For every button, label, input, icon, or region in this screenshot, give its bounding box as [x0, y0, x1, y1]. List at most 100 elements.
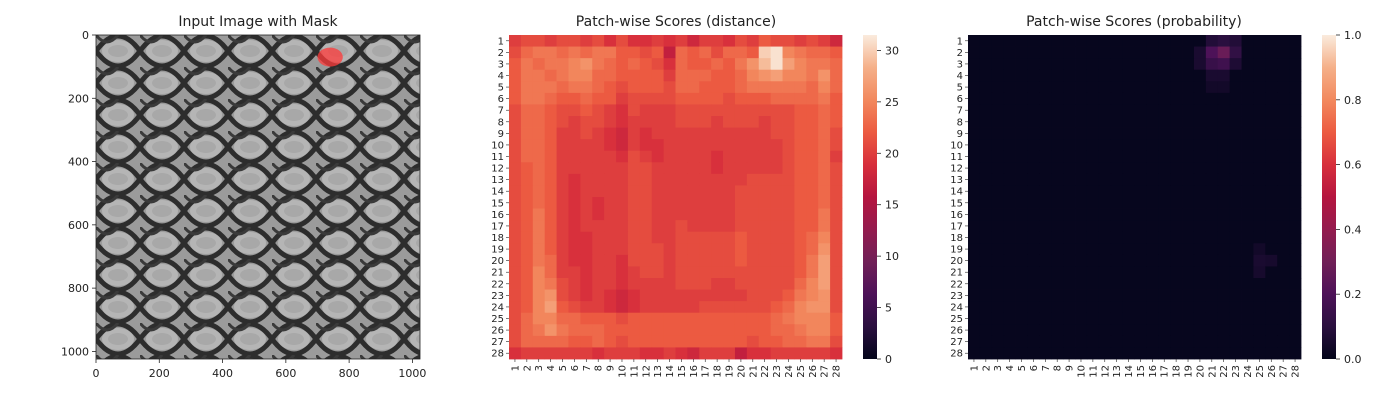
heatmap-cell: [1205, 324, 1219, 337]
heatmap-cell: [592, 289, 605, 302]
heatmap-cell: [616, 208, 629, 221]
heatmap-cell: [580, 92, 593, 105]
heatmap-cell: [639, 150, 653, 163]
heatmap-cell: [663, 116, 676, 128]
heatmap-cell: [1289, 289, 1302, 302]
heatmap-cell: [699, 139, 712, 152]
heatmap-cell: [1289, 150, 1302, 163]
heatmap-cell: [1241, 197, 1254, 209]
heatmap-cell: [1182, 324, 1195, 337]
row-tick-label: 21: [950, 268, 963, 279]
heatmap-cell: [1146, 231, 1159, 244]
heatmap-cell: [1265, 335, 1278, 348]
heatmap-cell: [1039, 46, 1052, 59]
heatmap-cell: [1289, 173, 1302, 186]
heatmap-cell: [782, 312, 795, 325]
heatmap-cell: [592, 335, 605, 348]
heatmap-cell: [746, 301, 760, 314]
heatmap-cell: [556, 301, 569, 314]
heatmap-cell: [711, 46, 724, 59]
heatmap-cell: [806, 185, 819, 198]
heatmap-cell: [711, 220, 724, 233]
heatmap-cell: [1229, 301, 1242, 314]
heatmap-cell: [1158, 335, 1171, 348]
heatmap-cell: [770, 185, 783, 198]
heatmap-cell: [1110, 35, 1124, 47]
heatmap-cell: [520, 162, 534, 175]
heatmap-cell: [592, 312, 605, 325]
heatmap-cell: [568, 278, 581, 290]
heatmap-cell: [746, 231, 760, 244]
heatmap-cell: [1086, 289, 1100, 302]
col-tick-label: 25: [796, 365, 807, 378]
heatmap-cell: [991, 35, 1005, 47]
heatmap-cell: [794, 312, 807, 325]
heatmap-cell: [746, 173, 760, 186]
heatmap-cell: [1158, 208, 1171, 221]
col-tick-label: 14: [1124, 365, 1135, 378]
heatmap-cell: [1229, 69, 1242, 82]
heatmap-cell: [509, 35, 522, 47]
heatmap-cell: [968, 116, 981, 128]
heatmap-cell: [592, 254, 605, 267]
row-tick-label: 28: [491, 349, 504, 360]
mesh-image: [96, 35, 420, 359]
heatmap-cell: [1241, 254, 1254, 267]
heatmap-cell: [520, 58, 534, 71]
heatmap-cell: [687, 92, 700, 105]
heatmap-cell: [1265, 69, 1278, 82]
heatmap-cell: [509, 278, 522, 290]
heatmap-cell: [1110, 104, 1124, 117]
heatmap-cell: [1182, 185, 1195, 198]
heatmap-cell: [544, 324, 557, 337]
heatmap-cell: [968, 289, 981, 302]
heatmap-cell: [1205, 81, 1219, 94]
panel2-col-labels: 1 2 3 4 5 6 7 8 9 10 11 12 13 14 15 16 17 18 19 20 21 22 23 24 2…: [510, 359, 843, 378]
heatmap-cell: [509, 266, 522, 279]
heatmap-cell: [734, 162, 748, 175]
heatmap-cell: [1134, 324, 1147, 337]
heatmap-cell: [1277, 324, 1290, 337]
heatmap-cell: [830, 243, 843, 256]
heatmap-cell: [639, 116, 653, 128]
col-tick-label: 24: [1243, 365, 1254, 378]
heatmap-cell: [1086, 312, 1100, 325]
heatmap-cell: [509, 173, 522, 186]
heatmap-cell: [1015, 116, 1028, 128]
heatmap-cell: [1063, 243, 1076, 256]
heatmap-cell: [651, 35, 665, 47]
heatmap-cell: [1122, 81, 1135, 94]
heatmap-cell: [723, 104, 736, 117]
heatmap-cell: [1134, 58, 1147, 71]
heatmap-cell: [794, 46, 807, 59]
heatmap-cell: [758, 139, 772, 152]
heatmap-cell: [592, 127, 605, 140]
heatmap-cell: [1051, 81, 1064, 94]
heatmap-cell: [639, 243, 653, 256]
heatmap-cell: [532, 162, 546, 175]
heatmap-cell: [1003, 231, 1016, 244]
heatmap-cell: [979, 278, 993, 290]
heatmap-cell: [770, 46, 783, 59]
heatmap-cell: [1193, 347, 1207, 360]
heatmap-cell: [806, 162, 819, 175]
heatmap-cell: [1003, 92, 1016, 105]
heatmap-cell: [1122, 301, 1135, 314]
heatmap-cell: [1158, 69, 1171, 82]
heatmap-cell: [830, 127, 843, 140]
col-tick-label: 10: [617, 365, 628, 378]
heatmap-cell: [592, 139, 605, 152]
heatmap-cell: [580, 58, 593, 71]
heatmap-cell: [1229, 35, 1242, 47]
heatmap-cell: [604, 312, 617, 325]
heatmap-cell: [627, 139, 641, 152]
heatmap-cell: [830, 150, 843, 163]
heatmap-cell: [1134, 347, 1147, 360]
heatmap-cell: [1075, 92, 1088, 105]
heatmap-cell: [520, 254, 534, 267]
heatmap-cell: [639, 289, 653, 302]
heatmap-cell: [1158, 116, 1171, 128]
heatmap-cell: [1122, 231, 1135, 244]
heatmap-cell: [968, 92, 981, 105]
heatmap-cell: [818, 173, 831, 186]
